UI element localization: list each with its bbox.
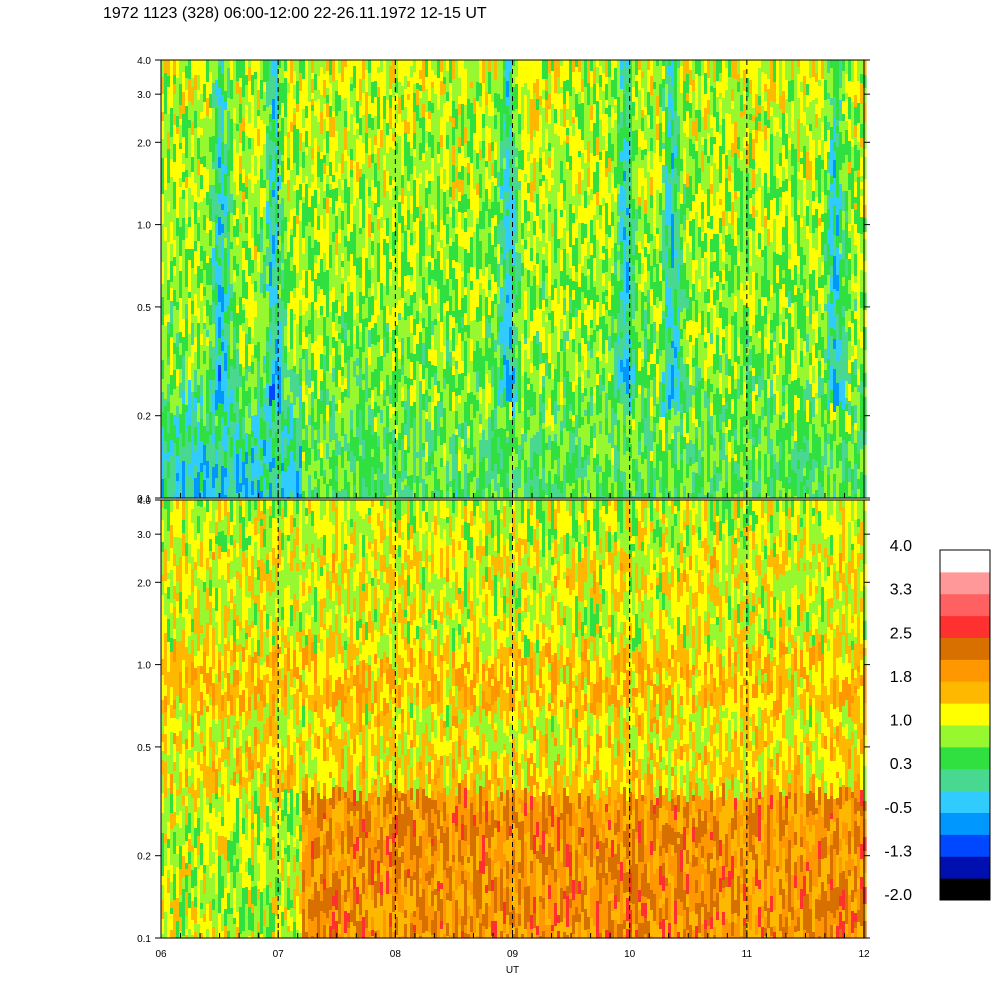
colorbar-tick-label: 4.0 xyxy=(890,538,912,555)
xtick-label: 08 xyxy=(390,949,402,960)
panel-2-ytick-label: 3.0 xyxy=(137,530,151,541)
colorbar-tick-label: 2.5 xyxy=(890,625,912,642)
panel-1-image xyxy=(161,60,867,499)
colorbar-swatch xyxy=(940,550,990,573)
panel-2-ytick-label: 2.0 xyxy=(137,578,151,589)
colorbar-swatch xyxy=(940,790,990,813)
xtick-label: 11 xyxy=(742,949,753,960)
colorbar-swatch xyxy=(940,681,990,704)
x-axis-label: UT xyxy=(506,965,519,976)
colorbar-swatch xyxy=(940,768,990,792)
colorbar-swatch xyxy=(940,746,990,770)
panel-2-ytick-label: 0.2 xyxy=(137,852,151,863)
xtick-label: 10 xyxy=(624,949,636,960)
xtick-label: 07 xyxy=(273,949,285,960)
colorbar-frame xyxy=(939,549,991,901)
colorbar-tick-label: 3.3 xyxy=(890,582,912,599)
panel-2-ytick-label: 0.1 xyxy=(137,934,151,945)
colorbar-swatch xyxy=(940,615,990,638)
panel-2-ytick-label: 4.0 xyxy=(137,496,151,507)
colorbar-tick-label: -1.3 xyxy=(884,843,912,860)
colorbar-tick-label: -0.5 xyxy=(884,800,912,817)
colorbar: 4.0 3.3 2.5 1.8 1.0 0.3 -0.5 -1.3 -2.0 xyxy=(884,538,991,904)
colorbar-tick-label: -2.0 xyxy=(884,887,912,904)
xtick-label: 12 xyxy=(858,949,870,960)
xtick-label: 06 xyxy=(155,949,167,960)
colorbar-swatch xyxy=(940,571,990,595)
panel-2-ytick-label: 0.5 xyxy=(137,743,151,754)
panel-1-ytick-label: 0.2 xyxy=(137,412,151,423)
panel-2-ytick-label: 1.0 xyxy=(137,661,151,672)
colorbar-swatch xyxy=(940,637,990,660)
colorbar-tick-label: 1.0 xyxy=(890,713,912,730)
colorbar-swatch xyxy=(940,659,990,682)
colorbar-tick-label: 1.8 xyxy=(890,669,912,686)
colorbar-swatch xyxy=(940,725,990,748)
panel-1-ytick-label: 0.1 xyxy=(137,494,151,505)
panel-1-ytick-label: 4.0 xyxy=(137,56,151,67)
xtick-label: 09 xyxy=(507,949,519,960)
colorbar-swatch xyxy=(940,703,990,726)
panel-1-ytick-label: 3.0 xyxy=(137,90,151,101)
panel-1-ytick-label: 1.0 xyxy=(137,221,151,232)
colorbar-swatch xyxy=(940,593,990,617)
colorbar-swatch xyxy=(940,834,990,857)
panel-2-image xyxy=(161,500,867,939)
chart-title: 1972 1123 (328) 06:00-12:00 22-26.11.197… xyxy=(103,5,487,22)
colorbar-tick-label: 0.3 xyxy=(890,756,912,773)
panel-1-ytick-label: 2.0 xyxy=(137,138,151,149)
panel-1-ytick-label: 0.5 xyxy=(137,303,151,314)
colorbar-swatch xyxy=(940,856,990,879)
colorbar-swatch xyxy=(940,878,990,901)
colorbar-swatch xyxy=(940,812,990,835)
